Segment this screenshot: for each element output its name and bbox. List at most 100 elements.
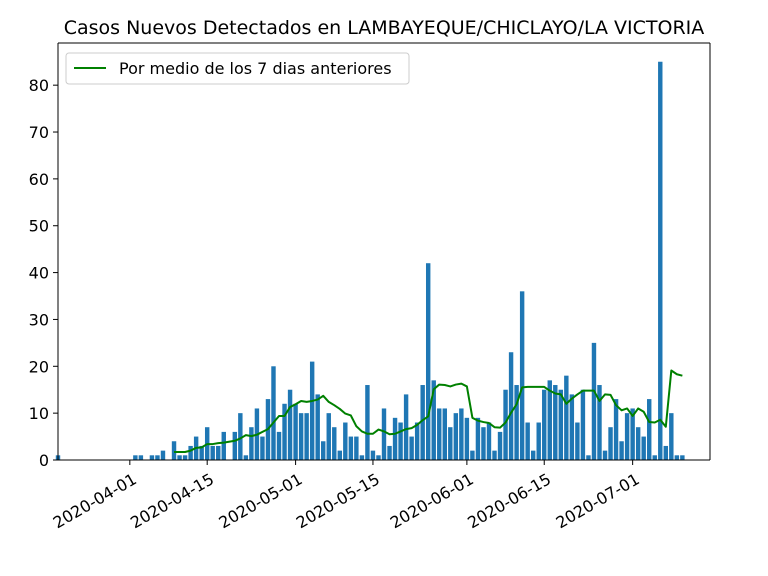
bar [138, 455, 144, 460]
bar [133, 455, 138, 460]
bar [575, 422, 580, 460]
bar [492, 450, 497, 460]
legend: Por medio de los 7 dias anteriores [65, 52, 410, 85]
bar [459, 408, 464, 460]
bar [591, 342, 597, 460]
bar [569, 394, 575, 460]
y-axis: 0 10 20 30 40 50 60 70 80 [29, 76, 58, 470]
bar [381, 408, 387, 460]
plot-area [55, 61, 685, 461]
bar [613, 399, 619, 460]
bar [392, 417, 398, 460]
bar [354, 436, 359, 460]
y-tick-label: 60 [29, 170, 49, 189]
bar [453, 413, 459, 460]
bar [171, 441, 177, 460]
bar [403, 394, 409, 460]
bar [663, 445, 669, 460]
bar [508, 352, 514, 460]
bar [249, 427, 254, 460]
bar [486, 422, 492, 460]
bar [497, 431, 503, 460]
bar [348, 436, 354, 460]
y-tick-label: 50 [29, 217, 49, 236]
moving-average-series [174, 369, 683, 454]
bar [652, 455, 657, 460]
bar [260, 436, 265, 460]
bar [464, 417, 470, 460]
bar [409, 436, 414, 460]
y-tick-label: 20 [29, 357, 49, 376]
bar [221, 431, 226, 460]
bar [298, 413, 304, 460]
bar [680, 455, 685, 460]
bar-series [55, 61, 685, 461]
bar [376, 455, 381, 460]
bar [448, 427, 453, 460]
bar [370, 450, 376, 460]
bar [177, 455, 182, 460]
bar [437, 408, 442, 460]
bar [635, 427, 641, 460]
y-tick-label: 0 [39, 451, 49, 470]
bar [359, 455, 365, 460]
bar [530, 450, 536, 460]
bar [243, 455, 249, 460]
bar [149, 455, 155, 460]
bar [199, 445, 204, 460]
moving-average-line [174, 369, 683, 454]
bar [619, 441, 624, 460]
bar [481, 427, 486, 460]
bar [304, 413, 309, 460]
bar [503, 389, 508, 460]
bar [276, 431, 282, 460]
bar [602, 450, 608, 460]
bar [155, 455, 160, 460]
bar [332, 427, 337, 460]
bar [669, 413, 674, 460]
bar [547, 380, 552, 460]
bar [514, 385, 519, 460]
bar [337, 450, 343, 460]
bar [608, 427, 613, 460]
y-tick-label: 40 [29, 264, 49, 283]
bar [309, 361, 315, 460]
bar [414, 422, 420, 460]
bar [536, 422, 541, 460]
y-tick-label: 80 [29, 76, 49, 95]
legend-label: Por medio de los 7 dias anteriores [119, 59, 392, 78]
bar [658, 61, 663, 461]
bar [343, 422, 348, 460]
y-tick-label: 30 [29, 310, 49, 329]
y-tick-label: 10 [29, 404, 49, 423]
bar [238, 413, 243, 460]
axes-frame [57, 42, 711, 461]
y-tick-label: 70 [29, 123, 49, 142]
bar [282, 403, 287, 460]
bar [442, 408, 447, 460]
bar [216, 445, 221, 460]
bar [586, 455, 591, 460]
bar [420, 385, 425, 460]
bar [431, 380, 436, 460]
bar [597, 385, 602, 460]
bar [188, 445, 193, 460]
bar [564, 375, 569, 460]
bar [641, 436, 646, 460]
legend-box [65, 52, 410, 85]
bar [232, 431, 238, 460]
bar [553, 385, 558, 460]
bar [558, 389, 564, 460]
bar [525, 422, 530, 460]
bar [160, 450, 166, 460]
bar [470, 450, 475, 460]
bar [387, 445, 392, 460]
bar [271, 366, 276, 460]
bar [630, 408, 635, 460]
bar [580, 389, 586, 460]
bar [365, 385, 370, 460]
bar [287, 389, 293, 460]
bar [475, 417, 481, 460]
bar [326, 413, 331, 460]
